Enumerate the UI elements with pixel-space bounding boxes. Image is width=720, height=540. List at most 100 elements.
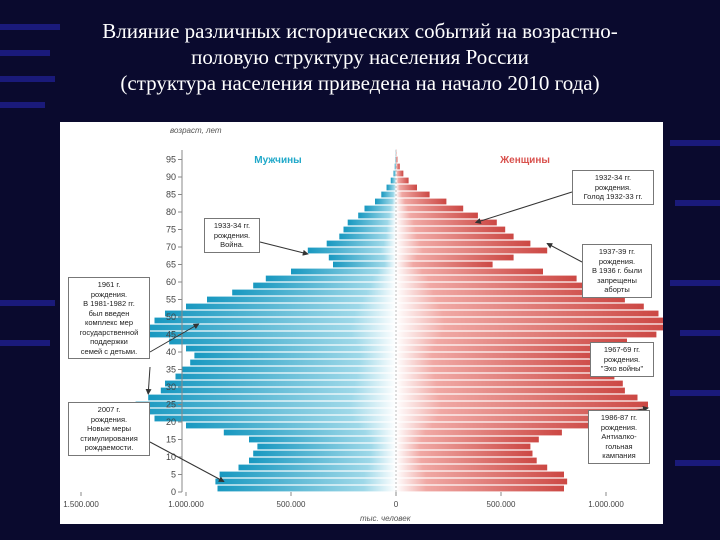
female-bar-age-84: [396, 191, 430, 198]
male-bar-age-46: [144, 324, 396, 331]
female-bar-age-24: [396, 401, 648, 408]
ann-line: 1986-87 гг.: [600, 413, 638, 422]
annotation-antialcohol-1986: 1986-87 гг. рождения. Антиалко- гольная …: [588, 410, 650, 464]
male-bar-age-74: [343, 226, 396, 233]
legend-female: Женщины: [499, 155, 550, 166]
x-tick-label: 1.000.000: [168, 500, 204, 509]
female-bar-age-48: [396, 317, 663, 324]
ann-line: рождения.: [90, 414, 128, 424]
y-tick-label: 30: [166, 382, 176, 392]
male-bar-age-48: [154, 317, 396, 324]
male-bar-age-22: [137, 408, 396, 415]
y-tick-label: 10: [166, 452, 176, 462]
ann-line: рождения.: [594, 182, 632, 192]
female-bar-age-54: [396, 296, 625, 303]
x-tick-label: 500.000: [277, 500, 306, 509]
female-bar-age-56: [396, 289, 606, 296]
female-bar-age-42: [396, 338, 627, 345]
female-bar-age-2: [396, 478, 568, 485]
male-bar-age-84: [381, 191, 396, 198]
male-bar-age-30: [165, 380, 396, 387]
male-bar-age-92: [394, 163, 396, 170]
female-bar-age-78: [396, 212, 478, 219]
ann-line: 1967-69 гг.: [603, 345, 641, 354]
population-pyramid-chart: 0 5 10 15 20 25 30 35 40 45 50 55 60 65 70 75 80 85 90 95 1.…: [60, 122, 663, 524]
male-bar-age-34: [181, 366, 396, 373]
female-bar-age-22: [396, 408, 646, 415]
female-bar-age-40: [396, 345, 609, 352]
annotation-echo-1967: 1967-69 гг. рождения. "Эхо войны": [590, 342, 654, 377]
ann-line: гольная: [605, 441, 633, 451]
ann-line: кампания: [602, 451, 636, 460]
female-bar-age-34: [396, 366, 609, 373]
ann-line: семей с детьми.: [80, 346, 138, 356]
male-bar-age-16: [223, 429, 396, 436]
y-tick-label: 15: [166, 435, 176, 445]
y-tick-label: 90: [166, 172, 176, 182]
female-bar-age-46: [396, 324, 663, 331]
male-bar-age-62: [291, 268, 396, 275]
arrow-famine-1932: [474, 191, 573, 224]
female-bar-age-44: [396, 331, 657, 338]
ann-line: 1937-39 гг.: [598, 247, 636, 256]
female-bar-age-26: [396, 394, 638, 401]
ann-line: 1933-34 гг.: [213, 221, 251, 230]
x-tick-label: 0: [394, 500, 399, 509]
y-tick-label: 60: [166, 277, 176, 287]
y-tick-label: 45: [166, 330, 176, 340]
x-tick-label: 1.500.000: [63, 500, 99, 509]
female-bar-age-66: [396, 254, 514, 261]
y-axis-label: возраст, лет: [170, 126, 222, 135]
male-bar-age-12: [257, 443, 396, 450]
ann-line: Новые меры: [86, 424, 132, 433]
male-bar-age-76: [347, 219, 396, 226]
ann-line: В 1981-1982 гг.: [83, 299, 135, 308]
female-bar-age-68: [396, 247, 548, 254]
female-bar-age-10: [396, 450, 533, 457]
arrow-measures-2007: [149, 441, 225, 482]
male-bar-age-2: [215, 478, 396, 485]
ann-line: государственной: [79, 327, 139, 337]
female-bar-age-28: [396, 387, 625, 394]
female-bar-age-8: [396, 457, 537, 464]
female-bar-age-6: [396, 464, 548, 471]
male-bar-age-38: [194, 352, 396, 359]
male-bar-age-72: [339, 233, 396, 240]
ann-line: Голод 1932-33 гг.: [583, 192, 643, 201]
female-bar-age-12: [396, 443, 531, 450]
male-bar-age-50: [165, 310, 396, 317]
male-bar-age-4: [219, 471, 396, 478]
female-bar-age-14: [396, 436, 539, 443]
female-bar-age-58: [396, 282, 590, 289]
y-tick-label: 50: [166, 312, 176, 322]
x-tick-label: 1.000.000: [588, 500, 624, 509]
male-bar-age-90: [393, 170, 396, 177]
male-bar-age-52: [186, 303, 396, 310]
female-bar-age-52: [396, 303, 644, 310]
ann-line: рождения.: [603, 354, 641, 364]
female-bar-age-94: [396, 156, 398, 163]
title-line-2: половую структуру населения России: [191, 45, 529, 69]
annotation-famine-1932: 1932-34 гг. рождения. Голод 1932-33 гг.: [572, 170, 654, 205]
ann-line: Война.: [220, 240, 244, 249]
y-tick-label: 95: [166, 155, 176, 165]
arrow-war-1933: [259, 241, 309, 256]
female-bar-age-86: [396, 184, 417, 191]
female-bar-age-36: [396, 359, 602, 366]
male-bar-age-32: [175, 373, 396, 380]
male-bar-age-0: [217, 485, 396, 492]
y-tick-label: 25: [166, 400, 176, 410]
ann-line: рождения.: [598, 256, 636, 266]
male-bar-age-36: [190, 359, 396, 366]
y-tick-label: 85: [166, 190, 176, 200]
male-bar-age-64: [333, 261, 396, 268]
ann-line: В 1936 г. были: [591, 266, 643, 275]
male-bar-age-66: [328, 254, 396, 261]
male-bar-age-14: [249, 436, 396, 443]
male-bar-age-20: [154, 415, 396, 422]
male-bar-age-18: [186, 422, 396, 429]
y-tick-label: 5: [171, 470, 176, 480]
male-bar-age-8: [249, 457, 396, 464]
y-tick-label: 0: [171, 487, 176, 497]
female-bar-age-4: [396, 471, 564, 478]
